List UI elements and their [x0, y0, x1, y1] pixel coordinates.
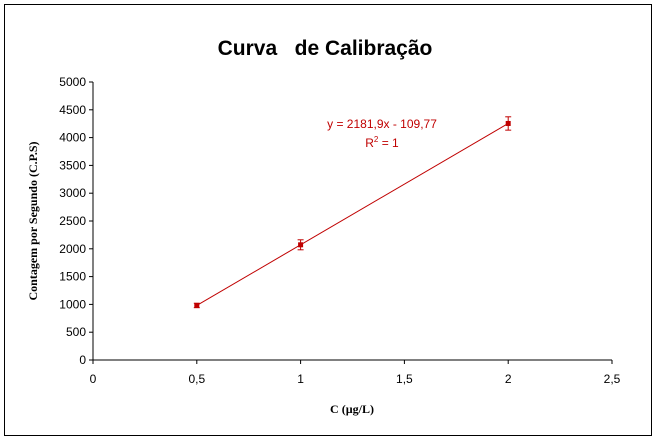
y-tick-label: 2000	[59, 242, 86, 256]
y-tick-label: 500	[66, 325, 86, 339]
x-tick-label: 1,5	[396, 372, 413, 386]
y-tick-label: 2500	[59, 214, 86, 228]
r-squared-prefix: R	[365, 136, 374, 150]
y-tick-label: 4500	[59, 103, 86, 117]
y-tick-label: 3500	[59, 158, 86, 172]
y-tick-label: 1000	[59, 297, 86, 311]
equation-label: y = 2181,9x - 109,77	[327, 117, 437, 131]
x-tick-label: 1	[297, 372, 304, 386]
y-tick-label: 4000	[59, 131, 86, 145]
r-squared-suffix: = 1	[378, 136, 399, 150]
x-axis-label: C (µg/L)	[330, 402, 374, 416]
x-tick-label: 0,5	[188, 372, 205, 386]
data-point	[194, 303, 199, 308]
x-tick-label: 2	[505, 372, 512, 386]
chart-title: Curva de Calibração	[218, 37, 433, 60]
data-point	[506, 121, 511, 126]
y-tick-label: 0	[79, 353, 86, 367]
x-axis-ticks: 0 0,5 1 1,5 2 2,5	[90, 360, 621, 386]
y-tick-label: 1500	[59, 270, 86, 284]
y-tick-label: 3000	[59, 186, 86, 200]
y-tick-label: 5000	[59, 75, 86, 89]
x-tick-label: 0	[90, 372, 97, 386]
data-point	[298, 242, 303, 247]
trendline	[197, 123, 508, 305]
y-axis-label: Contagem por Segundo (C.P.S)	[26, 141, 40, 300]
y-axis-ticks: 0 500 1000 1500 2000 2500 3000 3500 4000 4500 5000	[59, 75, 93, 367]
x-tick-label: 2,5	[604, 372, 621, 386]
r-squared-label: R2 = 1	[365, 135, 399, 150]
